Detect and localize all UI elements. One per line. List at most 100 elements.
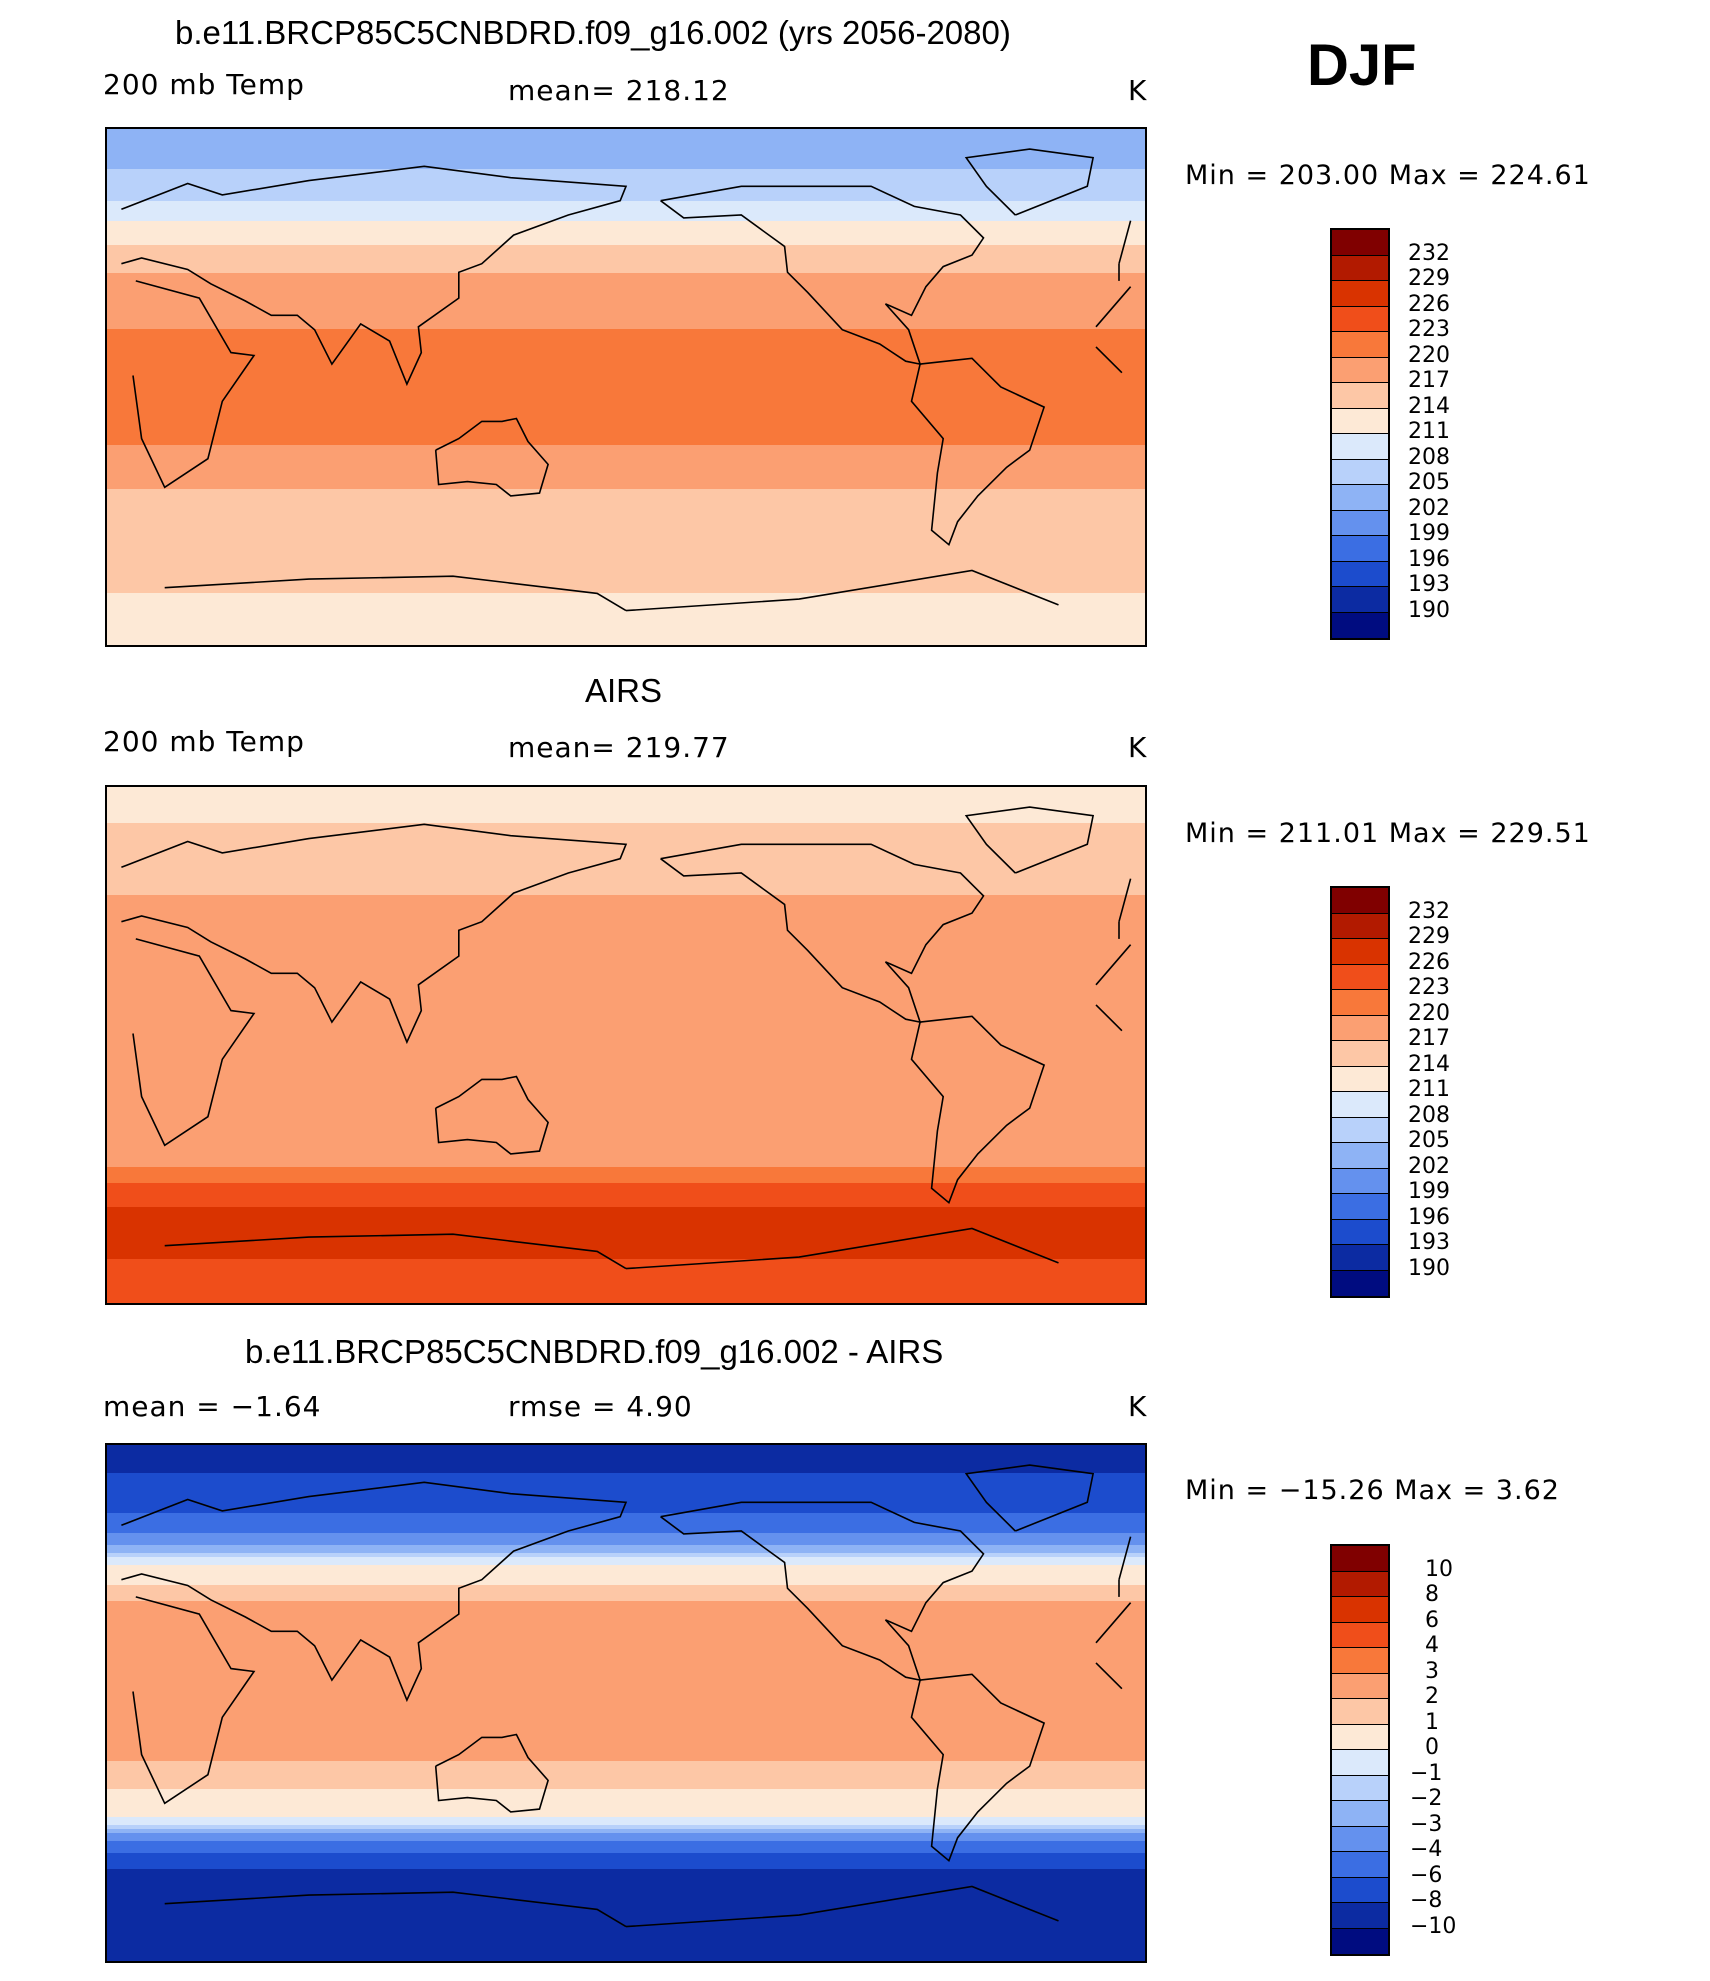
field-band: [107, 485, 1145, 490]
colorbar-tick-label: 205: [1408, 470, 1450, 495]
field-band: [107, 605, 1145, 610]
field-band: [107, 1897, 1145, 1902]
field-band: [107, 1139, 1145, 1144]
field-band: [107, 357, 1145, 362]
field-band: [107, 529, 1145, 534]
field-band: [107, 229, 1145, 234]
coastline: [1118, 878, 1132, 922]
field-band: [107, 393, 1145, 398]
colorbar-tick-label: −1: [1410, 1760, 1443, 1786]
field-band: [107, 557, 1145, 562]
field-band: [107, 273, 1145, 278]
colorbar-segment: [1332, 281, 1388, 307]
field-band: [107, 1043, 1145, 1048]
colorbar-segment: [1332, 459, 1388, 485]
field-band: [107, 1873, 1145, 1878]
colorbar-segment: [1332, 1571, 1388, 1597]
colorbar-tick-label: 220: [1408, 342, 1450, 368]
field-band: [107, 457, 1145, 462]
coastline: [910, 1015, 1046, 1205]
field-band: [107, 1817, 1145, 1822]
coastline: [1095, 1004, 1123, 1032]
field-band: [107, 1557, 1145, 1562]
field-band: [107, 1693, 1145, 1698]
field-band: [107, 1613, 1145, 1618]
field-band: [107, 1465, 1145, 1470]
panel1-title: b.e11.BRCP85C5CNBDRD.f09_g16.002 (yrs 20…: [175, 14, 1011, 51]
colorbar-tick-label: 190: [1408, 1255, 1450, 1281]
field-band: [107, 453, 1145, 458]
colorbar-segment: [1332, 434, 1388, 460]
field-band: [107, 1207, 1145, 1212]
field-band: [107, 1171, 1145, 1176]
field-band: [107, 253, 1145, 258]
field-band: [107, 799, 1145, 804]
coastline: [1118, 220, 1132, 264]
field-band: [107, 875, 1145, 880]
field-band: [107, 1653, 1145, 1658]
field-band: [107, 1167, 1145, 1172]
field-band: [107, 1685, 1145, 1690]
colorbar-segment: [1332, 536, 1388, 562]
field-band: [107, 517, 1145, 522]
coastline: [132, 1596, 256, 1805]
field-band: [107, 923, 1145, 928]
field-band: [107, 1825, 1145, 1830]
field-band: [107, 537, 1145, 542]
field-band: [107, 597, 1145, 602]
field-band: [107, 1725, 1145, 1730]
field-band: [107, 389, 1145, 394]
field-band: [107, 1861, 1145, 1866]
field-band: [107, 1239, 1145, 1244]
colorbar-tick-label: −8: [1410, 1888, 1443, 1913]
field-band: [107, 433, 1145, 438]
field-band: [107, 1905, 1145, 1910]
colorbar-segment: [1332, 383, 1388, 409]
field-band: [107, 1183, 1145, 1188]
colorbar-segment: [1332, 964, 1388, 990]
field-band: [107, 301, 1145, 306]
field-band: [107, 1617, 1145, 1622]
field-band: [107, 1733, 1145, 1738]
coastline: [121, 823, 628, 1045]
field-band: [107, 313, 1145, 318]
field-band: [107, 525, 1145, 530]
colorbar-segment: [1332, 1270, 1388, 1296]
field-band: [107, 1071, 1145, 1076]
field-band: [107, 1163, 1145, 1168]
field-band: [107, 1457, 1145, 1462]
field-band: [107, 1485, 1145, 1490]
field-band: [107, 1259, 1145, 1264]
field-band: [107, 1929, 1145, 1934]
field-band: [107, 1649, 1145, 1654]
field-band: [107, 811, 1145, 816]
field-band: [107, 345, 1145, 350]
field-band: [107, 1493, 1145, 1498]
field-band: [107, 473, 1145, 478]
colorbar-tick-label: 211: [1408, 1077, 1450, 1102]
field-band: [107, 405, 1145, 410]
field-band: [107, 1143, 1145, 1148]
field-band: [107, 1853, 1145, 1858]
field-band: [107, 1765, 1145, 1770]
colorbar-segment: [1332, 332, 1388, 358]
field-band: [107, 617, 1145, 622]
colorbar-tick-label: 4: [1425, 1633, 1439, 1658]
colorbar-segment: [1332, 612, 1388, 638]
field-band: [107, 1011, 1145, 1016]
field-band: [107, 1797, 1145, 1802]
field-band: [107, 867, 1145, 872]
coastline: [121, 1481, 628, 1703]
field-band: [107, 807, 1145, 812]
field-band: [107, 149, 1145, 154]
field-band: [107, 489, 1145, 494]
field-band: [107, 1111, 1145, 1116]
field-band: [107, 161, 1145, 166]
field-band: [107, 361, 1145, 366]
colorbar-tick-label: 205: [1408, 1128, 1450, 1153]
field-band: [107, 1753, 1145, 1758]
colorbar-segment: [1332, 1015, 1388, 1041]
field-band: [107, 1497, 1145, 1502]
field-band: [107, 585, 1145, 590]
field-band: [107, 1047, 1145, 1052]
